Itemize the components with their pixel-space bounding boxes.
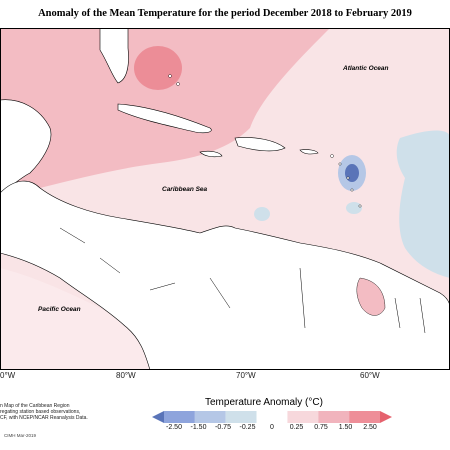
cool-anomaly-east: [396, 130, 450, 278]
cool-anomaly-south: [346, 202, 362, 214]
temperature-anomaly-map: Atlantic Ocean Caribbean Sea Pacific Oce…: [0, 28, 450, 370]
legend-label: 0: [270, 424, 274, 431]
pacific-region: [0, 268, 150, 370]
legend-swatch-3: [225, 411, 257, 423]
island-dot: [330, 154, 334, 158]
legend-label: -0.25: [239, 424, 256, 431]
lon-tick-80w: 80°W: [116, 371, 136, 380]
legend-label: 1.50: [338, 424, 353, 431]
lon-tick-0: 0°W: [0, 371, 16, 380]
legend-cap-low: [152, 411, 164, 423]
legend-label: -0.75: [215, 424, 231, 431]
credit-footer: CIMH Mar-2019: [4, 433, 37, 438]
legend-label: 0.75: [314, 424, 328, 431]
legend-label: 0.25: [289, 424, 304, 431]
legend-label: 2.50: [363, 424, 377, 431]
land-cuba: [117, 103, 212, 134]
label-pacific-ocean: Pacific Ocean: [38, 306, 81, 313]
lon-tick-70w: 70°W: [236, 371, 256, 380]
map-title: Anomaly of the Mean Temperature for the …: [38, 8, 412, 19]
cool-anomaly-west: [254, 207, 270, 221]
land-florida: [99, 28, 129, 84]
land-hispaniola: [234, 137, 286, 152]
land-jamaica: [199, 150, 223, 158]
legend-swatch-5: [287, 411, 319, 423]
lon-tick-60w: 60°W: [360, 371, 380, 380]
legend-title: Temperature Anomaly (°C): [205, 397, 323, 408]
label-caribbean-sea: Caribbean Sea: [162, 186, 208, 193]
legend-swatch-2: [194, 411, 226, 423]
warm-anomaly-venezuela: [356, 277, 386, 316]
warm-anomaly-bahamas: [134, 46, 182, 90]
legend-swatch-1: [164, 411, 195, 423]
credit-text: n Map of the Caribbean Region regating s…: [0, 403, 88, 421]
legend-swatch-6: [318, 411, 350, 423]
land-puerto-rico: [299, 149, 319, 155]
borders: [59, 227, 426, 334]
land-americas: [0, 180, 450, 370]
warm-anomaly-north: [0, 28, 330, 193]
legend-label: -1.50: [190, 424, 207, 431]
legend-cap-high: [380, 411, 392, 423]
legend-swatch-4: [256, 411, 288, 423]
legend-colorbar: [152, 411, 392, 423]
label-atlantic-ocean: Atlantic Ocean: [342, 65, 389, 72]
legend-label: -2.50: [166, 424, 182, 431]
legend-swatch-7: [349, 411, 380, 423]
